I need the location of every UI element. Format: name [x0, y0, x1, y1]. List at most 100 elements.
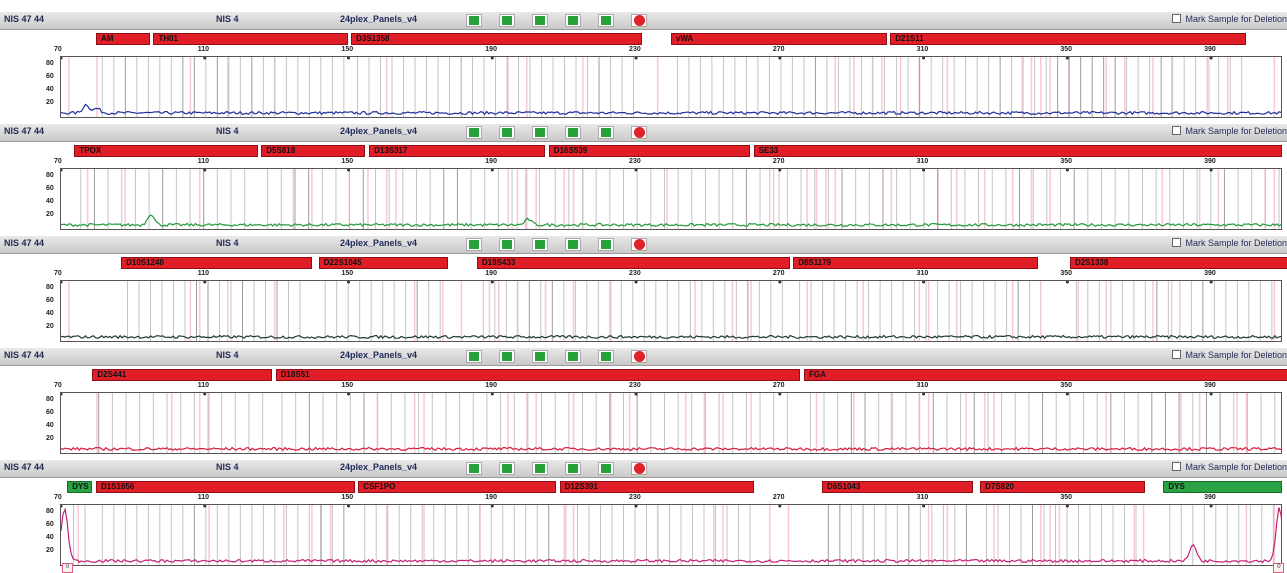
marker-bin[interactable]: D1S1656 [95, 481, 355, 493]
status-ok-icon[interactable] [499, 350, 515, 363]
marker-bin[interactable]: D2S1338 [1069, 257, 1287, 269]
marker-bin[interactable]: D3S1358 [351, 33, 643, 45]
scale-tick-label: 310 [916, 382, 929, 389]
status-ok-icon[interactable] [598, 126, 614, 139]
marker-bin[interactable]: D7S820 [980, 481, 1146, 493]
status-ok-icon[interactable] [565, 462, 581, 475]
y-tick-label: 80 [46, 396, 54, 403]
allele-bin-shade [96, 393, 98, 453]
green-square-icon [535, 352, 545, 361]
mark-for-deletion-checkbox[interactable]: Mark Sample for Deletion [1172, 350, 1287, 360]
allele-bin-shade [993, 393, 995, 453]
marker-bin[interactable]: D16S539 [548, 145, 751, 157]
status-ok-icon[interactable] [466, 238, 482, 251]
status-ok-icon[interactable] [499, 14, 515, 27]
marker-bin[interactable]: FGA [803, 369, 1287, 381]
checkbox-box[interactable] [1172, 14, 1182, 23]
trace-plot[interactable] [60, 168, 1282, 230]
marker-bin[interactable]: D10S1248 [121, 257, 312, 269]
lane-name: NIS 4 [216, 14, 239, 24]
status-ok-icon[interactable] [598, 462, 614, 475]
status-ok-icon[interactable] [598, 350, 614, 363]
green-square-icon [535, 16, 545, 25]
allele-bin-shade [572, 281, 575, 341]
marker-bin[interactable]: D13S317 [369, 145, 546, 157]
ladder-marker[interactable]: 0 [62, 563, 74, 573]
status-ok-icon[interactable] [466, 126, 482, 139]
status-ok-icon[interactable] [532, 350, 548, 363]
allele-bin-shade [666, 169, 668, 229]
status-error-icon[interactable] [631, 238, 647, 251]
marker-bin[interactable]: D19S433 [476, 257, 790, 269]
status-ok-icon[interactable] [499, 238, 515, 251]
scale-tick-label: 190 [485, 382, 497, 389]
marker-bin[interactable]: D8S1179 [793, 257, 1038, 269]
mark-for-deletion-checkbox[interactable]: Mark Sample for Deletion [1172, 126, 1287, 136]
allele-bin-shade [1273, 169, 1276, 229]
scale-tick-label: 390 [1204, 382, 1216, 389]
mark-for-deletion-checkbox[interactable]: Mark Sample for Deletion [1172, 14, 1287, 24]
trace-plot[interactable] [60, 56, 1282, 118]
allele-bin-shade [703, 393, 706, 453]
scale-tick-mark [347, 505, 351, 508]
marker-bin[interactable]: D6S1043 [821, 481, 973, 493]
checkbox-box[interactable] [1172, 350, 1182, 359]
marker-bin[interactable]: D21S11 [890, 33, 1247, 45]
allele-bin-shade [563, 505, 565, 565]
marker-bin[interactable]: vWA [671, 33, 887, 45]
trace-plot[interactable] [60, 280, 1282, 342]
checkbox-box[interactable] [1172, 462, 1182, 471]
trace-plot[interactable] [60, 504, 1282, 566]
status-error-icon[interactable] [631, 14, 647, 27]
scale-tick-label: 270 [772, 46, 785, 53]
marker-bin[interactable]: D18S51 [275, 369, 801, 381]
status-ok-icon[interactable] [532, 14, 548, 27]
marker-bin[interactable]: TH01 [153, 33, 348, 45]
marker-bin[interactable]: D22S1045 [318, 257, 449, 269]
marker-bin[interactable]: AM [95, 33, 150, 45]
status-ok-icon[interactable] [466, 462, 482, 475]
allele-bin-shade [423, 393, 425, 453]
marker-bin[interactable]: SE33 [753, 145, 1282, 157]
marker-bin[interactable]: DYS [67, 481, 93, 493]
allele-bin-shade [722, 393, 724, 453]
ladder-marker[interactable]: 0 [1273, 563, 1285, 573]
status-error-icon[interactable] [631, 126, 647, 139]
green-square-icon [568, 128, 578, 137]
status-ok-icon[interactable] [499, 462, 515, 475]
status-ok-icon[interactable] [565, 126, 581, 139]
scale-tick-mark [203, 281, 207, 284]
panel-header: NIS 47 44 NIS 4 24plex_Panels_v4 Mark Sampl… [0, 12, 1287, 30]
status-ok-icon[interactable] [532, 238, 548, 251]
status-ok-icon[interactable] [466, 14, 482, 27]
marker-bin[interactable]: TPOX [74, 145, 258, 157]
status-error-icon[interactable] [631, 350, 647, 363]
mark-label: Mark Sample for Deletion [1185, 14, 1287, 24]
mark-for-deletion-checkbox[interactable]: Mark Sample for Deletion [1172, 238, 1287, 248]
status-ok-icon[interactable] [598, 238, 614, 251]
marker-bin[interactable]: CSF1PO [358, 481, 556, 493]
status-ok-icon[interactable] [499, 126, 515, 139]
status-ok-icon[interactable] [532, 126, 548, 139]
status-ok-icon[interactable] [466, 350, 482, 363]
allele-bin-shade [750, 281, 752, 341]
marker-bin[interactable]: D5S818 [261, 145, 366, 157]
allele-bin-shade [1049, 169, 1051, 229]
scale-tick-mark [490, 57, 494, 60]
status-ok-icon[interactable] [598, 14, 614, 27]
marker-bin[interactable]: DYS [1163, 481, 1282, 493]
status-ok-icon[interactable] [565, 14, 581, 27]
checkbox-box[interactable] [1172, 126, 1182, 135]
status-error-icon[interactable] [631, 462, 647, 475]
checkbox-box[interactable] [1172, 238, 1182, 247]
status-ok-icon[interactable] [565, 238, 581, 251]
marker-bin[interactable]: D2S441 [92, 369, 273, 381]
marker-bin[interactable]: D12S391 [559, 481, 754, 493]
mark-for-deletion-checkbox[interactable]: Mark Sample for Deletion [1172, 462, 1287, 472]
status-ok-icon[interactable] [565, 350, 581, 363]
trace-plot[interactable] [60, 392, 1282, 454]
scale-tick-label: 70 [54, 270, 62, 277]
status-ok-icon[interactable] [532, 462, 548, 475]
lane-name: NIS 4 [216, 126, 239, 136]
